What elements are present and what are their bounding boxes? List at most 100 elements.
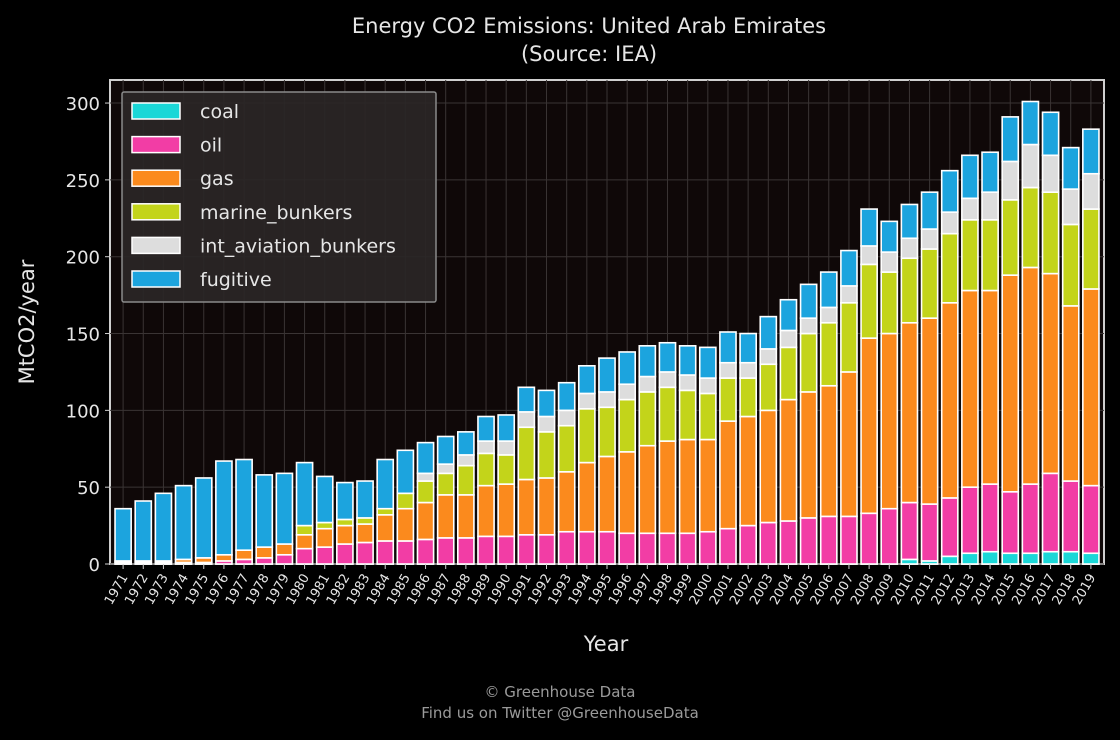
- bar-segment-fugitive-2007: [840, 249, 858, 287]
- bar-segment-oil-1993: [557, 530, 576, 565]
- bar-segment-int_aviation_bunkers-2013: [961, 197, 979, 221]
- bar-segment-marine_bunkers-2019: [1082, 208, 1100, 290]
- bar-segment-fugitive-1982: [336, 481, 354, 521]
- bar-segment-int_aviation_bunkers-2002: [739, 361, 758, 379]
- bar-segment-coal-2014: [981, 550, 999, 565]
- bar-segment-fugitive-1992: [537, 389, 556, 418]
- bar-segment-oil-1995: [598, 530, 616, 565]
- bar-segment-marine_bunkers-2002: [739, 377, 758, 418]
- bar-segment-gas-1999: [678, 438, 697, 535]
- bar-segment-fugitive-1986: [416, 441, 435, 475]
- legend-label-coal: coal: [200, 101, 239, 123]
- bar-segment-fugitive-2011: [920, 191, 939, 230]
- bar-segment-marine_bunkers-2015: [1001, 199, 1020, 276]
- bar-segment-gas-2009: [880, 332, 899, 510]
- bar-segment-int_aviation_bunkers-1993: [557, 409, 576, 427]
- bar-segment-gas-1980: [295, 534, 314, 550]
- bar-segment-fugitive-2005: [799, 283, 818, 319]
- bar-segment-gas-1983: [356, 523, 374, 544]
- legend-swatch-oil: [131, 135, 181, 154]
- legend-swatch-fugitive: [131, 270, 181, 288]
- bar-segment-marine_bunkers-2016: [1021, 186, 1040, 269]
- bar-segment-oil-2016: [1021, 483, 1040, 555]
- legend-swatch-gas: [131, 169, 181, 187]
- bar-segment-gas-1976: [215, 553, 233, 562]
- bar-segment-oil-1982: [336, 543, 354, 565]
- y-tick-label: 250: [66, 171, 100, 192]
- bar-segment-gas-1977: [235, 549, 253, 561]
- bar-segment-oil-1994: [577, 530, 596, 565]
- bar-segment-marine_bunkers-2003: [759, 363, 778, 412]
- bar-segment-oil-2015: [1001, 490, 1020, 555]
- bar-segment-coal-2015: [1001, 552, 1020, 565]
- bar-segment-gas-2018: [1061, 305, 1080, 482]
- bar-segment-int_aviation_bunkers-2018: [1061, 188, 1080, 226]
- footer-twitter: Find us on Twitter @GreenhouseData: [421, 704, 699, 722]
- y-tick-label: 300: [66, 94, 100, 115]
- bar-segment-int_aviation_bunkers-2001: [719, 361, 737, 379]
- legend-box: [121, 91, 437, 303]
- bar-segment-gas-1989: [477, 484, 495, 538]
- bar-segment-marine_bunkers-2018: [1061, 223, 1080, 307]
- bar-segment-gas-2008: [860, 337, 878, 515]
- bar-segment-int_aviation_bunkers-2006: [819, 306, 838, 324]
- bar-segment-gas-2011: [920, 317, 939, 505]
- bar-segment-marine_bunkers-2014: [981, 219, 999, 292]
- bar-segment-oil-1979: [275, 553, 294, 565]
- bar-segment-fugitive-1972: [134, 500, 153, 562]
- bar-segment-gas-2005: [799, 391, 818, 519]
- bar-segment-fugitive-1994: [577, 364, 596, 395]
- bar-segment-gas-2014: [981, 289, 999, 485]
- bar-segment-marine_bunkers-1980: [295, 524, 314, 536]
- bar-segment-marine_bunkers-1985: [396, 492, 415, 510]
- bar-segment-int_aviation_bunkers-1990: [497, 440, 516, 456]
- bar-segment-oil-2019: [1082, 484, 1100, 555]
- bar-segment-fugitive-1975: [194, 477, 213, 559]
- bar-segment-gas-2000: [698, 438, 717, 533]
- bar-segment-marine_bunkers-2000: [698, 392, 717, 441]
- bar-segment-gas-2010: [900, 321, 919, 504]
- bar-segment-oil-1992: [537, 534, 556, 565]
- bar-segment-marine_bunkers-1989: [477, 452, 495, 487]
- bar-segment-gas-1995: [598, 455, 616, 533]
- bar-segment-oil-1991: [517, 534, 536, 565]
- bar-segment-marine_bunkers-1994: [577, 408, 596, 464]
- bar-segment-gas-1986: [416, 501, 435, 541]
- bar-segment-int_aviation_bunkers-1986: [416, 472, 435, 482]
- bar-segment-gas-1996: [618, 451, 637, 535]
- bar-segment-oil-1980: [295, 547, 314, 565]
- bar-segment-fugitive-1984: [376, 458, 395, 510]
- bar-segment-fugitive-1971: [114, 507, 132, 562]
- bar-segment-fugitive-2017: [1041, 111, 1060, 157]
- bar-segment-gas-2003: [759, 409, 778, 524]
- bar-segment-int_aviation_bunkers-2004: [779, 329, 798, 349]
- bar-segment-oil-1981: [315, 546, 334, 565]
- bars: [114, 100, 1100, 565]
- bar-segment-fugitive-2018: [1061, 146, 1080, 190]
- bar-segment-coal-2018: [1061, 550, 1080, 565]
- bar-segment-int_aviation_bunkers-1991: [517, 411, 536, 429]
- bar-segment-fugitive-1991: [517, 386, 536, 413]
- bar-segment-oil-2017: [1041, 472, 1060, 553]
- bar-segment-fugitive-2012: [940, 169, 959, 213]
- bar-segment-marine_bunkers-1997: [638, 391, 657, 447]
- bar-segment-fugitive-2009: [880, 220, 899, 253]
- bar-segment-marine_bunkers-1986: [416, 480, 435, 504]
- bar-segment-fugitive-1977: [235, 458, 253, 551]
- bar-segment-gas-1984: [376, 514, 395, 542]
- bar-segment-fugitive-1988: [456, 431, 475, 456]
- bar-segment-oil-1990: [497, 535, 516, 565]
- bar-segment-marine_bunkers-1988: [456, 464, 475, 496]
- bar-segment-marine_bunkers-1983: [356, 517, 374, 525]
- bar-segment-marine_bunkers-2011: [920, 248, 939, 319]
- bar-segment-gas-1998: [658, 440, 677, 535]
- bar-segment-gas-1990: [497, 483, 516, 538]
- legend-label-marine_bunkers: marine_bunkers: [200, 202, 352, 224]
- bar-segment-fugitive-1996: [618, 351, 637, 386]
- bar-segment-int_aviation_bunkers-2016: [1021, 143, 1040, 189]
- bar-segment-fugitive-2014: [981, 151, 999, 193]
- bar-segment-oil-1998: [658, 532, 677, 565]
- bar-segment-fugitive-2002: [739, 332, 758, 364]
- bar-segment-int_aviation_bunkers-1999: [678, 374, 697, 392]
